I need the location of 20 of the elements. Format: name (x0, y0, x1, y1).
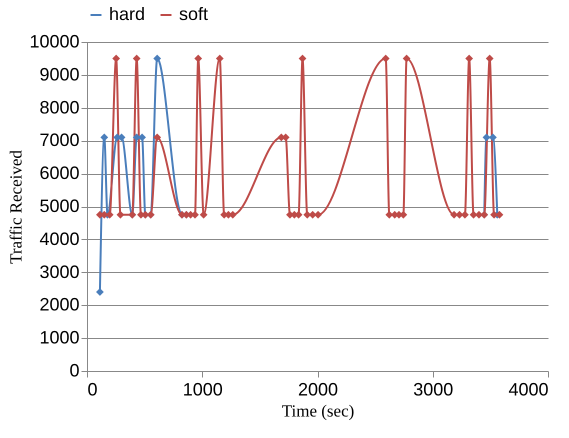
y-tick-label: 2000 (39, 294, 80, 315)
legend-label: hard (109, 4, 146, 24)
y-tick-label: 10000 (29, 32, 80, 52)
x-tick-label: 2000 (298, 380, 338, 400)
y-tick-label: 1000 (39, 328, 80, 348)
y-tick-label: 4000 (39, 228, 80, 249)
y-tick-label: 5000 (39, 196, 80, 216)
y-tick-label: 7000 (39, 130, 80, 150)
y-tick-label: 9000 (39, 64, 80, 84)
x-tick-label: 1000 (182, 380, 223, 400)
y-tick-label: 8000 (39, 97, 80, 118)
y-tick-label: 0 (69, 360, 80, 380)
y-tick-label: 6000 (39, 163, 80, 184)
x-tick-label: 3000 (413, 380, 454, 400)
x-tick-label: 4000 (508, 380, 548, 400)
y-axis-title: Traffic Received (6, 150, 26, 264)
y-tick-label: 3000 (39, 262, 80, 282)
x-axis-title: Time (sec) (282, 402, 354, 420)
x-tick-label: 0 (88, 380, 98, 400)
legend-label: soft (179, 4, 208, 24)
